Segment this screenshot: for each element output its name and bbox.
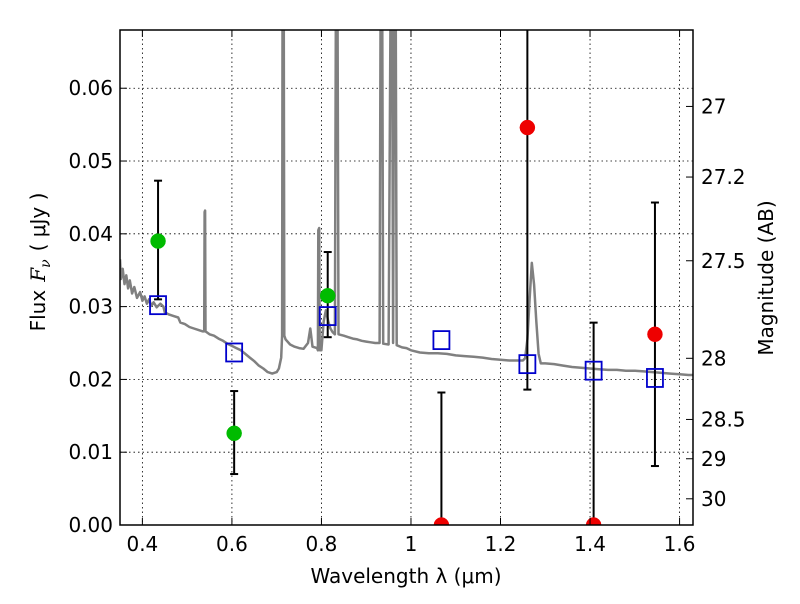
y-axis-title-unit: ( μJy ) (26, 193, 50, 252)
nondetection-point (647, 326, 663, 343)
y-axis-title-subscript: ν (38, 259, 54, 268)
model-photometry-square (646, 368, 664, 388)
model-photometry-square (432, 330, 451, 351)
model-photometry-square (149, 295, 167, 316)
x-tick-label: 0.4 (126, 532, 158, 556)
y-tick-label: 0.06 (68, 76, 113, 100)
y2-tick-label: 29 (701, 447, 726, 471)
y2-tick-label: 28.5 (701, 407, 746, 431)
axis-ticks (120, 30, 693, 526)
nondetection-point (519, 119, 536, 136)
y-tick-label: 0.04 (68, 222, 113, 246)
model-photometry-square (584, 360, 603, 381)
y2-tick-label: 27.2 (701, 165, 746, 189)
y-tick-label: 0.03 (68, 295, 113, 319)
nondetection-point (433, 517, 450, 525)
x-tick-label: 1.4 (574, 532, 606, 556)
y-axis-title: Flux Fν ( μJy ) (26, 193, 54, 332)
y-axis-title-variable: F (26, 267, 50, 283)
x-tick-label: 0.6 (216, 532, 248, 556)
grid-lines (120, 30, 693, 525)
y-axis-title-prefix: Flux (26, 290, 50, 332)
model-photometry-square (518, 354, 537, 375)
x-tick-label: 1 (405, 532, 418, 556)
model-photometry-square (225, 342, 244, 363)
y-tick-label: 0.02 (68, 367, 113, 391)
y-tick-label: 0.01 (68, 440, 113, 464)
x-tick-label: 1.6 (664, 532, 696, 556)
secondary-y-axis-title: Magnitude (AB) (754, 200, 778, 355)
model-sed-layer (120, 30, 693, 377)
x-tick-label: 0.8 (306, 532, 338, 556)
observed-photometry-layer (150, 119, 663, 525)
detection-point (226, 425, 242, 442)
detection-point (319, 287, 336, 304)
y-tick-label: 0.05 (68, 149, 113, 173)
model-photometry-square (318, 306, 337, 326)
x-tick-label: 1.2 (485, 532, 517, 556)
model-sed-line (120, 30, 693, 377)
errorbar-layer (154, 30, 659, 525)
model-photometry-layer (149, 295, 664, 388)
y2-tick-label: 27.5 (701, 249, 746, 273)
y-tick-label: 0.00 (68, 513, 113, 537)
plot-background (120, 30, 693, 525)
plot-frame (119, 29, 694, 526)
y2-tick-label: 28 (701, 346, 726, 370)
detection-point (150, 233, 166, 249)
y2-tick-label: 30 (701, 487, 726, 511)
x-axis-title: Wavelength λ (μm) (310, 564, 501, 588)
y2-tick-label: 27 (701, 94, 726, 118)
